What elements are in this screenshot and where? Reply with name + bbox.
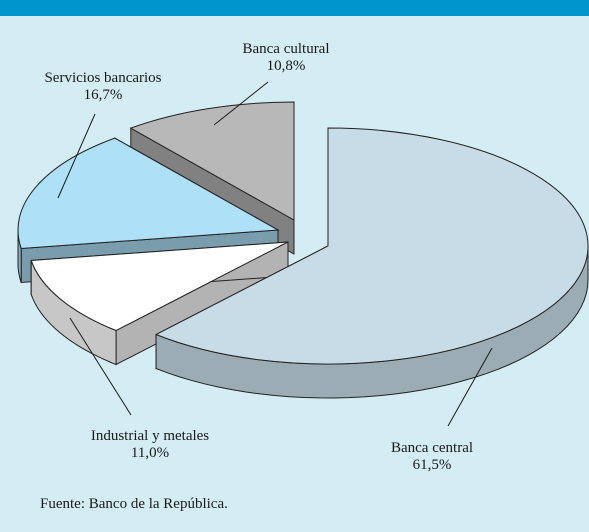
header-bar <box>0 0 589 16</box>
leader-lines <box>57 81 493 427</box>
slice-value-banca-cultural: 10,8% <box>267 58 306 74</box>
slice-label-banca-cultural: Banca cultural <box>242 41 329 57</box>
pie-tops <box>17 101 589 365</box>
slice-label-industrial: Industrial y metales <box>91 428 209 444</box>
slice-label-servicios: Servicios bancarios <box>44 70 161 86</box>
slice-servicios-bancarios <box>17 137 280 249</box>
slice-value-banca-central: 61,5% <box>413 457 452 473</box>
leader-industrial-y-metales <box>69 317 132 416</box>
leader-servicios-bancarios <box>57 113 96 199</box>
slice-value-industrial: 11,0% <box>131 445 169 461</box>
source-note: Fuente: Banco de la República. <box>40 496 228 512</box>
slice-industrial-y-metales <box>30 241 289 332</box>
slice-banca-central <box>154 127 589 365</box>
leader-banca-central <box>447 347 493 427</box>
slice-labels: Banca central 61,5% Industrial y metales… <box>44 41 473 473</box>
slice-banca-cultural <box>129 101 295 221</box>
leader-banca-cultural <box>213 81 269 126</box>
slice-value-servicios: 16,7% <box>84 87 123 103</box>
slice-label-banca-central: Banca central <box>391 440 473 456</box>
